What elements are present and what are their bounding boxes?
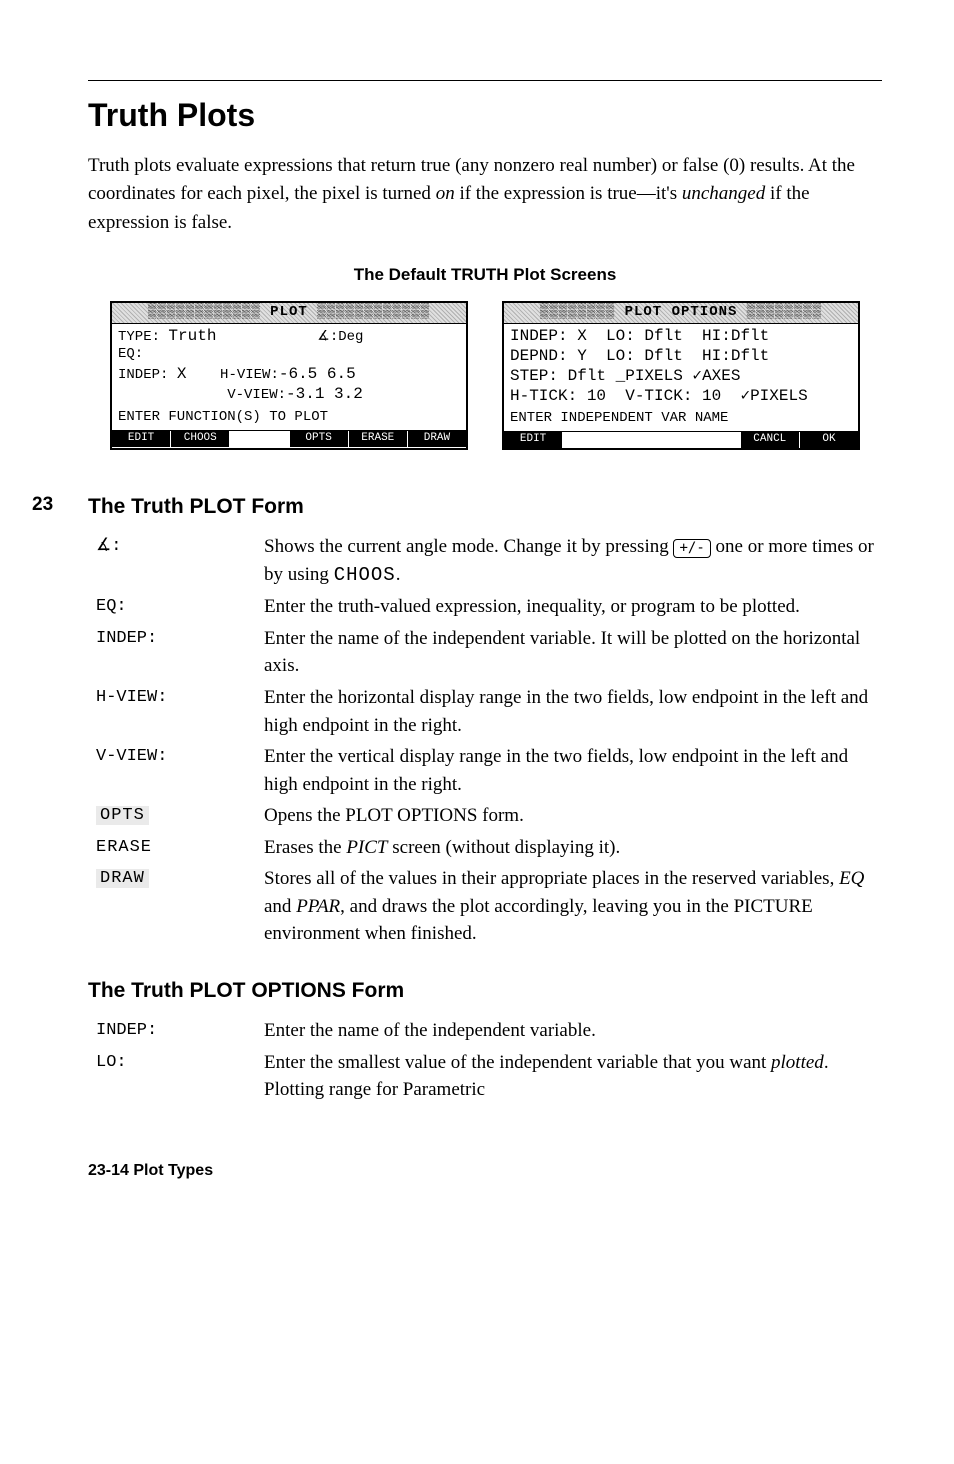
section2-title: The Truth PLOT OPTIONS Form xyxy=(88,976,882,1005)
intro-paragraph: Truth plots evaluate expressions that re… xyxy=(88,152,882,238)
definitions-2: INDEP:Enter the name of the independent … xyxy=(96,1017,882,1104)
definition-body: Enter the horizontal display range in th… xyxy=(264,684,882,739)
definition-term: ∡: xyxy=(96,533,264,589)
definition-body: Opens the PLOT OPTIONS form. xyxy=(264,802,524,830)
lcd-options: ▒▒▒▒▒▒▒▒ PLOT OPTIONS ▒▒▒▒▒▒▒▒ INDEP: X … xyxy=(502,301,860,450)
definition-term: ERASE xyxy=(96,834,264,862)
definition-body: Shows the current angle mode. Change it … xyxy=(264,533,882,589)
definition-term: INDEP: xyxy=(96,1017,264,1045)
definition-row: DRAWStores all of the values in their ap… xyxy=(96,865,882,948)
screens-row: ▒▒▒▒▒▒▒▒▒▒▒▒ PLOT ▒▒▒▒▒▒▒▒▒▒▒▒ TYPE: Tru… xyxy=(88,301,882,450)
definition-body: Erases the PICT screen (without displayi… xyxy=(264,834,620,862)
chapter-number: 23 xyxy=(32,492,70,519)
definition-term: H-VIEW: xyxy=(96,684,264,739)
definition-row: ∡:Shows the current angle mode. Change i… xyxy=(96,533,882,589)
definition-term: LO: xyxy=(96,1049,264,1104)
menu-cancl[interactable]: CANCL xyxy=(741,432,800,448)
definition-term: V-VIEW: xyxy=(96,743,264,798)
definition-body: Enter the vertical display range in the … xyxy=(264,743,882,798)
definition-term: EQ: xyxy=(96,593,264,621)
definition-body: Enter the smallest value of the independ… xyxy=(264,1049,882,1104)
menu-choos[interactable]: CHOOS xyxy=(171,431,230,447)
menu-ok[interactable]: OK xyxy=(800,432,858,448)
definition-body: Enter the truth-valued expression, inequ… xyxy=(264,593,800,621)
section1-title: The Truth PLOT Form xyxy=(88,492,304,521)
menu-edit[interactable]: EDIT xyxy=(112,431,171,447)
definition-row: INDEP:Enter the name of the independent … xyxy=(96,625,882,680)
definition-row: V-VIEW:Enter the vertical display range … xyxy=(96,743,882,798)
definition-term: OPTS xyxy=(96,802,264,830)
lcd-options-menu: EDIT CANCL OK xyxy=(504,431,858,448)
definition-body: Enter the name of the independent variab… xyxy=(264,1017,596,1045)
definition-row: ERASEErases the PICT screen (without dis… xyxy=(96,834,882,862)
menu-opts[interactable]: OPTS xyxy=(290,431,349,447)
menu-draw[interactable]: DRAW xyxy=(408,431,466,447)
menu-blank xyxy=(230,431,289,447)
definition-body: Enter the name of the independent variab… xyxy=(264,625,882,680)
definition-term: INDEP: xyxy=(96,625,264,680)
definition-row: OPTSOpens the PLOT OPTIONS form. xyxy=(96,802,882,830)
screens-heading: The Default TRUTH Plot Screens xyxy=(88,263,882,287)
definition-term: DRAW xyxy=(96,865,264,948)
definition-row: H-VIEW:Enter the horizontal display rang… xyxy=(96,684,882,739)
definition-body: Stores all of the values in their approp… xyxy=(264,865,882,948)
page-title: Truth Plots xyxy=(88,93,882,138)
menu-erase[interactable]: ERASE xyxy=(349,431,408,447)
definition-row: INDEP:Enter the name of the independent … xyxy=(96,1017,882,1045)
definition-row: EQ:Enter the truth-valued expression, in… xyxy=(96,593,882,621)
lcd-plot: ▒▒▒▒▒▒▒▒▒▒▒▒ PLOT ▒▒▒▒▒▒▒▒▒▒▒▒ TYPE: Tru… xyxy=(110,301,468,450)
lcd-plot-title: ▒▒▒▒▒▒▒▒▒▒▒▒ PLOT ▒▒▒▒▒▒▒▒▒▒▒▒ xyxy=(112,303,466,324)
menu-edit2[interactable]: EDIT xyxy=(504,432,563,448)
page-footer: 23-14 Plot Types xyxy=(88,1160,882,1182)
definition-row: LO:Enter the smallest value of the indep… xyxy=(96,1049,882,1104)
lcd-plot-menu: EDIT CHOOS OPTS ERASE DRAW xyxy=(112,430,466,447)
lcd-options-title: ▒▒▒▒▒▒▒▒ PLOT OPTIONS ▒▒▒▒▒▒▒▒ xyxy=(504,303,858,324)
definitions-1: ∡:Shows the current angle mode. Change i… xyxy=(96,533,882,948)
